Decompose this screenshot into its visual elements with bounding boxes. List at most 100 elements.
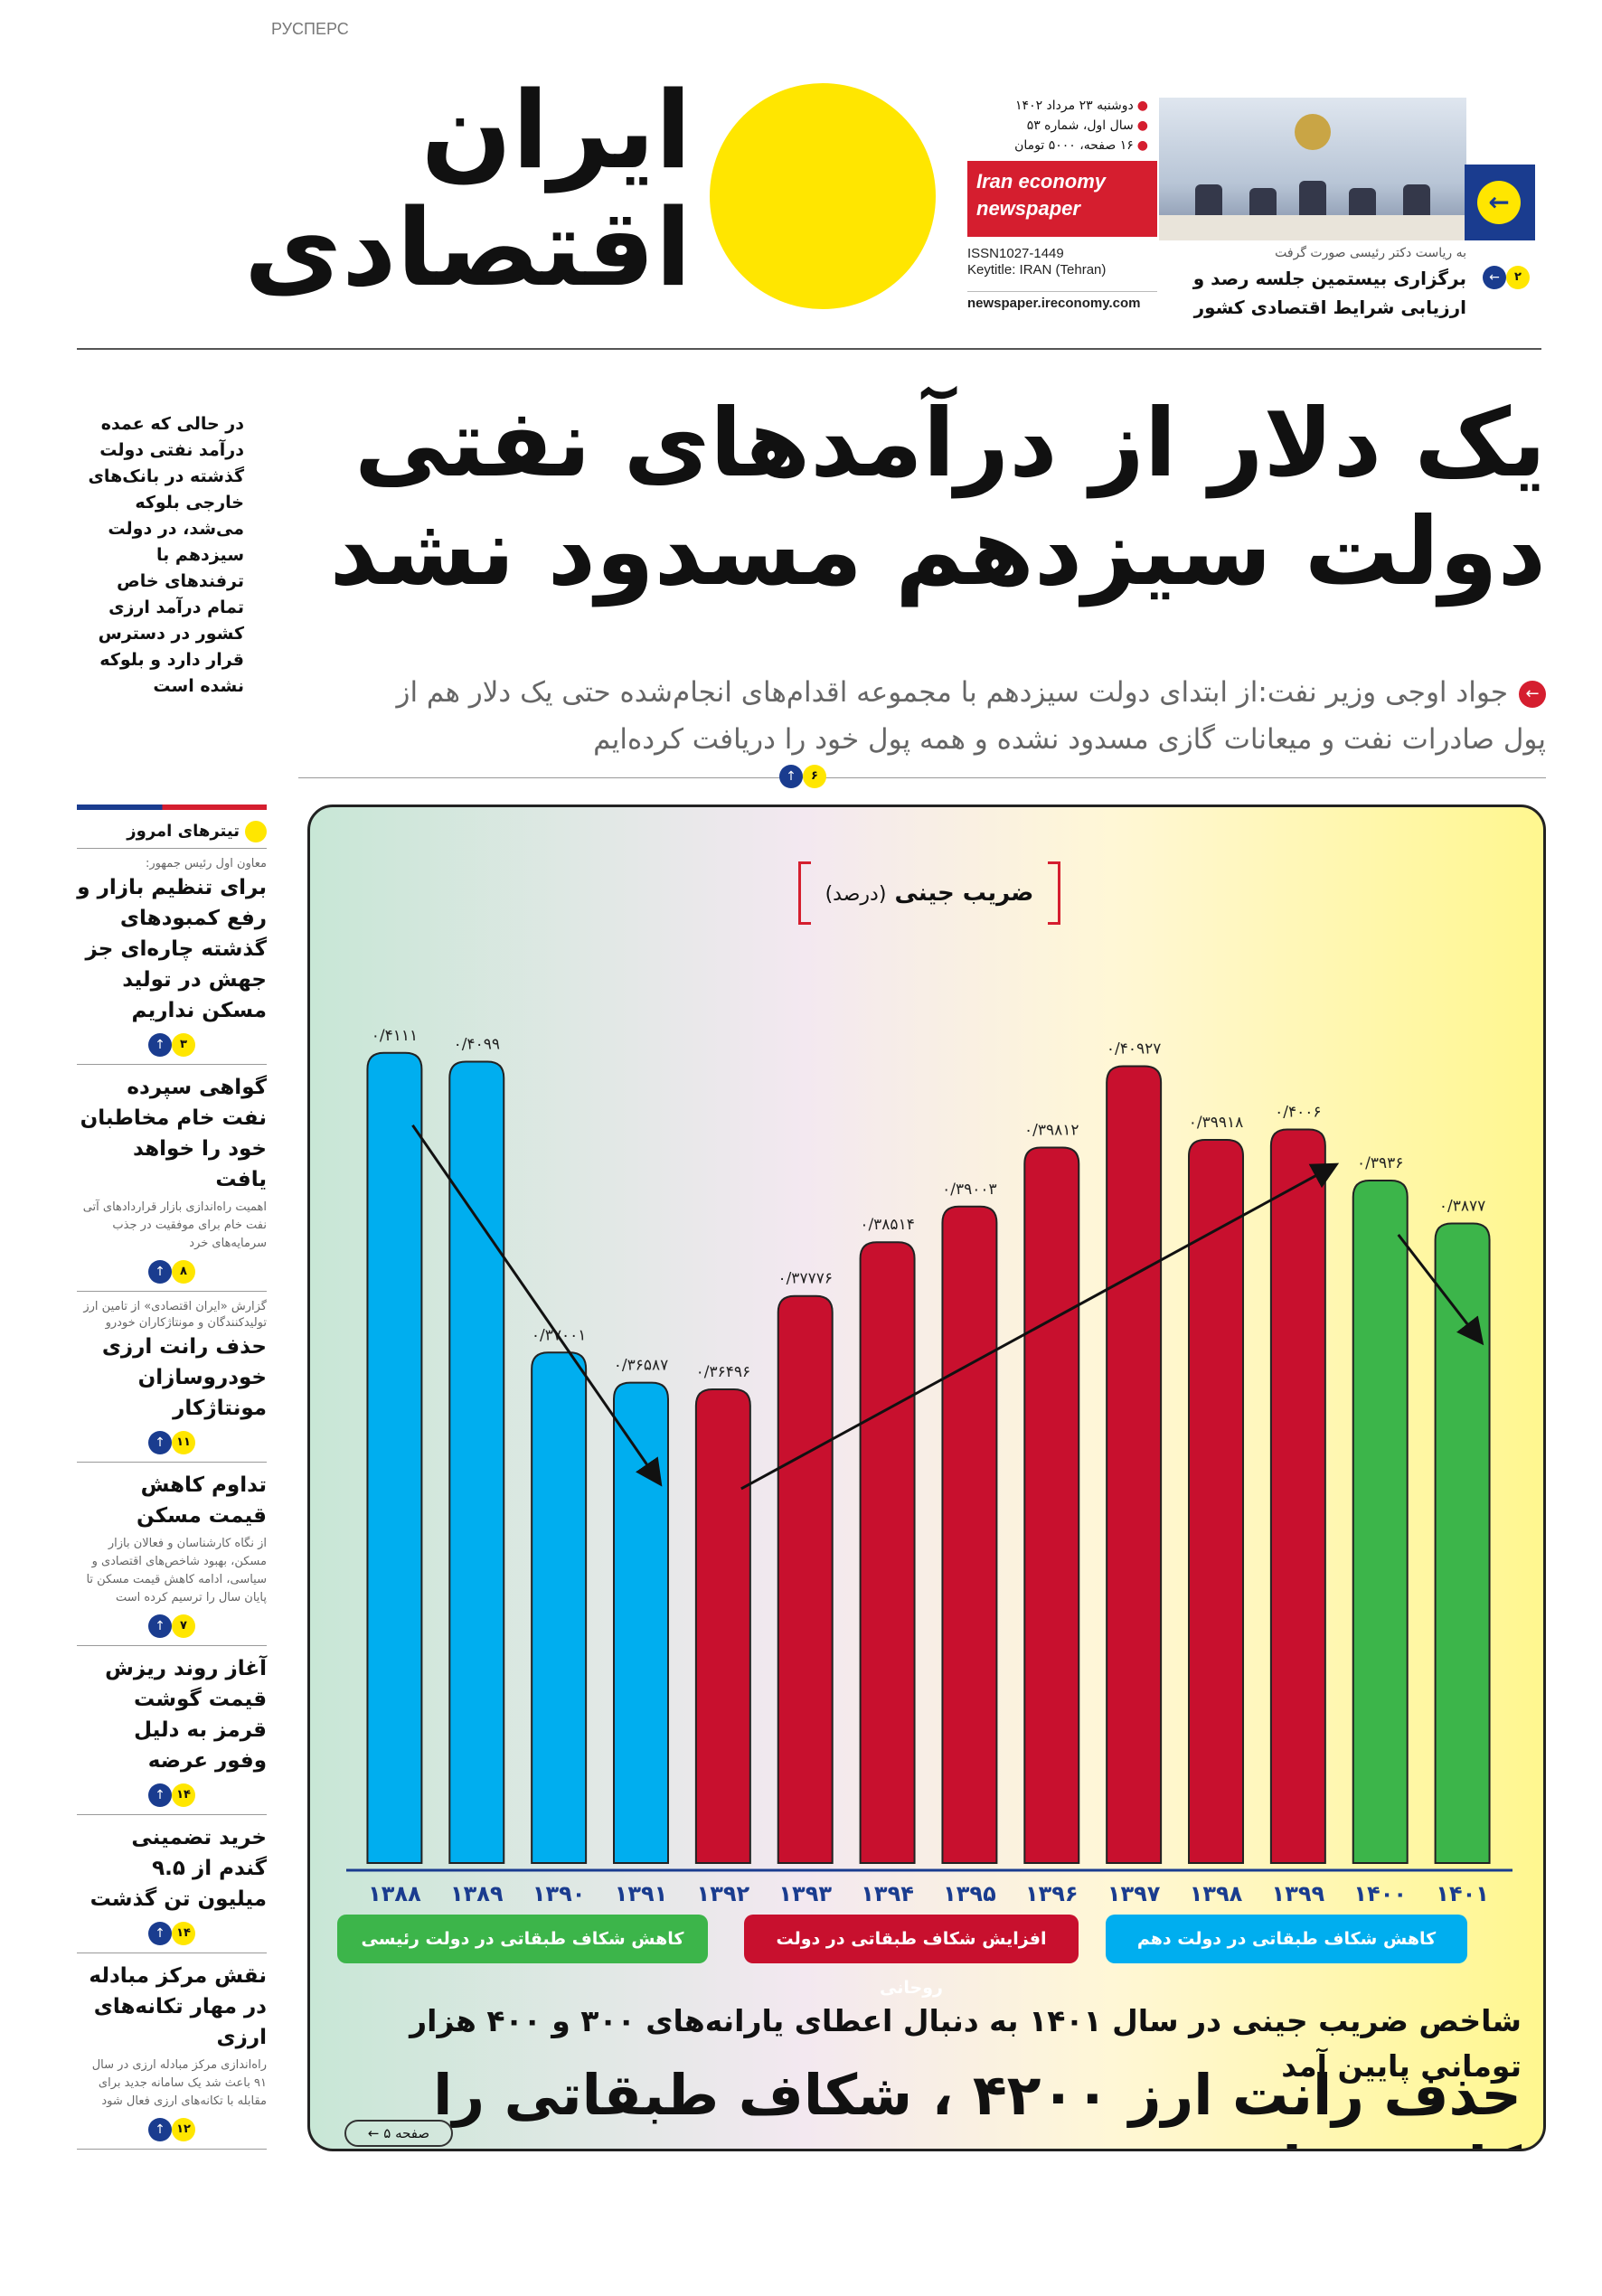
top-story-title[interactable]: برگزاری بیستمین جلسه رصد و ارزیابی شرایط… xyxy=(1192,268,1466,318)
sidebar-item[interactable]: تداوم کاهش قیمت مسکن از نگاه کارشناسان و … xyxy=(77,1463,267,1646)
corner-label: РУСПЕРС xyxy=(271,20,349,38)
yellow-sun-logo xyxy=(710,83,936,309)
logo-line-1: ایران xyxy=(420,68,695,193)
bar-value-label: ۰/۳۶۵۸۷ xyxy=(614,1357,669,1375)
bar-value-label: ۰/۴۰۰۶ xyxy=(1275,1103,1321,1121)
masthead-divider xyxy=(77,348,1541,350)
x-tick-label: ۱۳۹۹ xyxy=(1272,1881,1325,1906)
x-tick-label: ۱۳۹۶ xyxy=(1025,1881,1079,1906)
trend-arrow-down-1 xyxy=(411,1124,663,1487)
bar-value-label: ۰/۳۸۵۱۴ xyxy=(860,1216,915,1234)
sidebar-color-bar xyxy=(77,805,267,810)
bar-7 xyxy=(941,1205,998,1864)
sidebar-item-title: گواهی سپرده نفت خام مخاطبان خود را خواهد… xyxy=(80,1076,267,1191)
sidebar-title: تیترهای امروز xyxy=(77,815,267,849)
bar-13 xyxy=(1434,1222,1491,1864)
gini-bar-chart: ۰/۴۱۱۱۱۳۸۸۰/۴۰۹۹۱۳۸۹۰/۳۷۰۰۱۱۳۹۰۰/۳۶۵۸۷۱۳… xyxy=(346,1027,1512,1906)
headline-divider xyxy=(298,777,1546,778)
bar-1 xyxy=(448,1060,505,1864)
infographic-subtitle: شاخص ضریب جینی در سال ۱۴۰۱ به دنبال اعطا… xyxy=(410,2003,1522,2084)
yellow-dot-icon xyxy=(245,821,267,842)
bar-12 xyxy=(1352,1179,1409,1864)
top-story-kicker: به ریاست دکتر رئیسی صورت گرفت xyxy=(1275,246,1466,260)
bar-0 xyxy=(366,1051,423,1864)
sidebar-item[interactable]: معاون اول رئیس جمهور: برای تنظیم بازار و … xyxy=(77,849,267,1065)
sidebar-item-title: نقش مرکز مبادله در مهار تکانه‌های ارزی xyxy=(89,1964,267,2049)
main-headline[interactable]: یک دلار از درآمدهای نفتی دولت سیزدهم مسد… xyxy=(329,388,1549,607)
infographic-headline: حذف رانت ارز ۴۲۰۰ ، شکاف طبقاتی را کاهش … xyxy=(433,2062,1522,2149)
issue-date: ●دوشنبه ۲۳ مرداد ۱۴۰۲ xyxy=(1015,99,1148,113)
arrow-up-icon: ↑ xyxy=(148,1260,172,1284)
arrow-up-icon: ↑ xyxy=(148,1783,172,1807)
sidebar-item-page[interactable]: ۳↑ xyxy=(77,1033,267,1057)
x-tick-label: ۱۳۹۳ xyxy=(778,1881,832,1906)
sidebar-item-title: برای تنظیم بازار و رفع کمبودهای گذشته چا… xyxy=(77,876,267,1022)
x-tick-label: ۱۳۹۸ xyxy=(1190,1881,1243,1906)
arrow-left-icon: ← xyxy=(1477,181,1521,224)
top-story-arrow[interactable]: ← xyxy=(1465,165,1535,240)
sidebar-item-page[interactable]: ۱۲↑ xyxy=(77,2118,267,2141)
bar-3 xyxy=(613,1381,669,1864)
keytitle: Keytitle: IRAN (Tehran) xyxy=(967,262,1107,278)
sidebar-item-page[interactable]: ۱۴↑ xyxy=(77,1783,267,1807)
bar-8 xyxy=(1023,1146,1080,1864)
headline-subhead: ←جواد اوجی وزیر نفت:از ابتدای دولت سیزده… xyxy=(396,676,1546,756)
english-name-badge: Iran economy newspaper xyxy=(967,161,1157,237)
sidebar-item[interactable]: گزارش «ایران اقتصادی» از تامین ارز تولید… xyxy=(77,1292,267,1463)
sidebar-item-title: آغاز روند ریزش قیمت گوشت قرمز به دلیل وف… xyxy=(105,1657,267,1773)
arrow-up-icon: ↑ xyxy=(148,1033,172,1057)
logo-line-2: اقتصادی xyxy=(243,185,695,310)
website-link[interactable]: newspaper.ireconomy.com xyxy=(967,291,1157,311)
bar-4 xyxy=(694,1388,751,1864)
headline-page[interactable]: ۶↑ xyxy=(779,765,826,788)
bar-11 xyxy=(1269,1128,1326,1864)
bar-value-label: ۰/۳۶۴۹۶ xyxy=(696,1363,751,1381)
bar-value-label: ۰/۳۹۰۰۳ xyxy=(942,1181,997,1199)
x-tick-label: ۱۳۹۵ xyxy=(943,1881,996,1906)
issue-info: ●دوشنبه ۲۳ مرداد ۱۴۰۲ ●سال اول، شماره ۵۳… xyxy=(967,96,1148,155)
sidebar-item-summary: اهمیت راه‌اندازی بازار قراردادهای آتی نف… xyxy=(82,1200,267,1250)
sidebar-item-page[interactable]: ۷↑ xyxy=(77,1614,267,1638)
sidebar-item[interactable]: نقش مرکز مبادله در مهار تکانه‌های ارزی را… xyxy=(77,1953,267,2150)
x-tick-label: ۱۳۹۲ xyxy=(697,1881,750,1906)
bar-value-label: ۰/۳۹۸۱۲ xyxy=(1024,1121,1079,1139)
sidebar-item-page[interactable]: ۱۱↑ xyxy=(77,1431,267,1454)
sidebar-item-summary: از نگاه کارشناسان و فعالان بازار مسکن، ب… xyxy=(86,1537,267,1604)
issue-number: ●سال اول، شماره ۵۳ xyxy=(1026,118,1148,133)
sidebar-headlines: تیترهای امروز معاون اول رئیس جمهور: برای … xyxy=(77,805,267,2150)
bar-5 xyxy=(777,1294,834,1864)
arrow-left-icon: ← xyxy=(1483,266,1506,289)
sidebar-item-title: خرید تضمینی گندم از ۹.۵ میلیون تن گذشت xyxy=(90,1826,267,1911)
arrow-up-icon: ↑ xyxy=(148,1922,172,1945)
x-tick-label: ۱۳۹۰ xyxy=(532,1881,586,1906)
top-story-photo[interactable] xyxy=(1159,98,1466,240)
bar-value-label: ۰/۳۸۷۷ xyxy=(1439,1198,1485,1216)
legend-item: افزایش شکاف طبقاتی در دولت روحانی xyxy=(744,1915,1079,1998)
arrow-up-icon: ↑ xyxy=(148,1614,172,1638)
sidebar-item[interactable]: آغاز روند ریزش قیمت گوشت قرمز به دلیل وف… xyxy=(77,1646,267,1815)
x-tick-label: ۱۳۸۹ xyxy=(450,1881,504,1906)
top-story-page[interactable]: ۲← xyxy=(1483,266,1530,289)
issn-block: ISSN1027-1449 Keytitle: IRAN (Tehran) xyxy=(967,246,1157,278)
bar-2 xyxy=(531,1351,588,1864)
x-tick-label: ۱۳۹۱ xyxy=(615,1881,668,1906)
sidebar-item-page[interactable]: ۸↑ xyxy=(77,1260,267,1284)
x-tick-label: ۱۳۸۸ xyxy=(368,1881,421,1906)
sidebar-item-page[interactable]: ۱۴↑ xyxy=(77,1922,267,1945)
infographic-page-ref[interactable]: صفحه ۵ ← xyxy=(344,2120,453,2147)
trend-arrow-up xyxy=(740,1162,1340,1491)
sidebar-item[interactable]: خرید تضمینی گندم از ۹.۵ میلیون تن گذشت ۱۴… xyxy=(77,1815,267,1953)
legend-item: کاهش شکاف طبقاتی در دولت رئیسی xyxy=(337,1915,708,1963)
legend-item: کاهش شکاف طبقاتی در دولت دهم xyxy=(1106,1915,1467,1963)
gini-infographic: ضریب جینی (درصد) ۰/۴۱۱۱ ۱۳۸۸ ۰/۴۰۹۹ ۱۳۸۹ ۰/۳… xyxy=(307,805,1546,2151)
arrow-up-icon: ↑ xyxy=(148,2118,172,2141)
bar-value-label: ۰/۳۹۹۱۸ xyxy=(1189,1114,1244,1132)
sidebar-item[interactable]: گواهی سپرده نفت خام مخاطبان خود را خواهد… xyxy=(77,1065,267,1292)
x-tick-label: ۱۳۹۴ xyxy=(861,1881,914,1906)
newspaper-logo: ایران اقتصادی xyxy=(77,68,695,312)
bar-value-label: ۰/۴۰۹۹ xyxy=(454,1035,500,1053)
bar-value-label: ۰/۳۹۳۶ xyxy=(1357,1154,1403,1172)
bar-value-label: ۰/۴۰۹۲۷ xyxy=(1107,1040,1162,1059)
sidebar-item-kicker: معاون اول رئیس جمهور: xyxy=(145,857,267,870)
bar-value-label: ۰/۴۱۱۱ xyxy=(372,1027,418,1045)
